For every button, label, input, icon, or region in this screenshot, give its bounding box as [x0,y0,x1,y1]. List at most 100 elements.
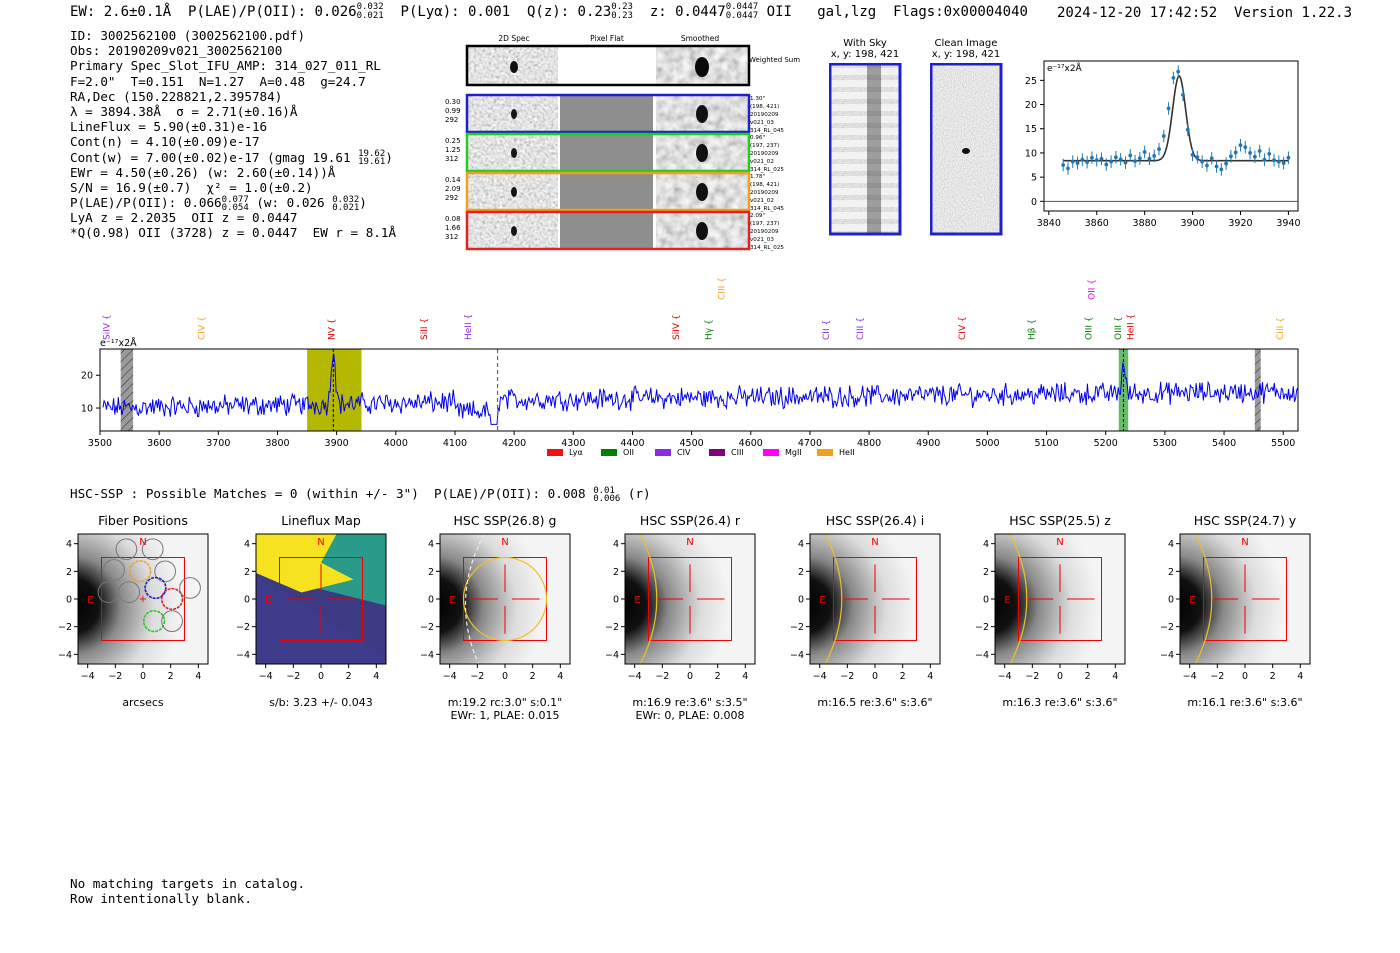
zoom-point [1195,155,1200,160]
emission-line-label: HeII { [1127,314,1137,340]
fiber-circle [144,576,167,600]
qz-upper: 0.23 [611,2,633,12]
panel-xtick-label: −4 [1183,671,1197,682]
cutout-frame [465,171,751,212]
zoom-point [1229,154,1233,159]
source-marker: + [139,594,147,605]
panel-ytick-label: 0 [613,595,619,606]
cutout-left-label: 0.99 [445,107,461,115]
zoom-point [1075,161,1080,165]
spectrum-xtick-label: 5300 [1153,438,1177,449]
cutout-pixelflat [560,174,653,209]
panel-xtick-label: −2 [1210,671,1224,682]
emission-line-name: OIII { [1085,316,1095,340]
panel-ytick-label: 0 [983,595,989,606]
spectrum-xtick-label: 4000 [384,438,408,449]
emission-line-name: NV { [327,319,337,340]
panel-title: Lineflux Map [281,513,361,528]
panel-xtick-label: −4 [998,671,1012,682]
zoom-point [1142,150,1147,154]
cutout-right-label: 1.78" [750,174,765,180]
zoom-point [1185,127,1190,132]
panel-xtick-label: 2 [1085,671,1091,682]
spectrum-xtick-label: 4800 [857,438,881,449]
cutout-left-label: 0.14 [445,176,461,184]
panel-xtick-label: 2 [346,671,352,682]
panel-xtick-label: 4 [1297,671,1303,682]
z-value: z: 0.0447 [649,4,726,20]
panel-xtick-label: −2 [108,671,122,682]
zoom-point [1181,92,1185,97]
panel-xtick-label: −2 [286,671,300,682]
cutout-right-label: 314_RL_025 [750,167,784,173]
zoom-ytick-label: 5 [1031,173,1037,184]
lineflux-high-region [256,534,354,593]
spectrum-ytick-label: 10 [81,404,93,415]
north-label: N [1241,537,1248,548]
cutout-right-label: v021_03 [750,237,774,243]
cutout-smoothed-blob [696,105,708,123]
east-label: E [819,595,825,606]
zoom-point [1128,153,1133,158]
panel-ytick-label: 0 [1168,595,1174,606]
galaxy-ellipse [1009,533,1028,665]
panel-xtick-label: 0 [872,671,878,682]
hsc-matches: HSC-SSP : Possible Matches = 0 (within +… [70,486,651,503]
north-label: N [139,537,146,548]
panel-ytick-label: −4 [975,650,989,661]
panel-title: HSC SSP(25.5) z [1009,513,1111,528]
spectrum-xtick-label: 5000 [975,438,999,449]
spectrum-xtick-label: 5500 [1271,438,1295,449]
emission-line-label: CIV { [958,316,968,340]
plae2-lower: 0.054 [221,202,249,213]
spectrum-xtick-label: 4300 [561,438,585,449]
spectrum-line [102,353,1299,425]
emission-line-label: Hβ { [1028,319,1038,340]
zoom-unit-label: e⁻¹⁷x2Å [1047,62,1083,74]
spectrum-xtick-label: 4500 [680,438,704,449]
emission-line-label: CIII { [718,278,728,300]
zoom-point [1243,145,1248,150]
cutout-smoothed-blob [696,222,708,240]
zoom-point [1281,161,1286,165]
emission-line-label: Hγ { [705,319,715,340]
zoom-xtick-label: 3880 [1133,218,1157,229]
cutout-right-label: (198, 421) [750,182,779,188]
info-params: F=2.0" T=0.151 N=1.27 A=0.48 g=24.7 [70,73,366,89]
panel-caption-line: arcsecs [122,696,164,709]
spectrum-xtick-label: 3900 [325,438,349,449]
panel-ytick-label: 2 [428,567,434,578]
cutout-smoothed-blob [696,183,708,201]
plae2-w-text: (w: 0.026 [256,195,325,211]
panel-ytick-label: 4 [613,539,619,550]
aperture-box [279,557,363,641]
weighted-sum-row: Weighted Sum [465,44,800,87]
cutout-right-label: (198, 421) [750,104,779,110]
panel-caption-line: s/b: 3.23 +/- 0.043 [269,696,373,709]
zoom-xtick-label: 3920 [1228,218,1252,229]
emission-line-label: OIII { [1085,316,1095,340]
legend-label: CIV [677,448,691,457]
panel-caption-line: m:16.1 re:3.6" s:3.6" [1187,696,1303,709]
panel-xtick-label: 0 [318,671,324,682]
contw-text: Cont(w) = 7.00(±0.02)e-17 (gmag 19.61 [70,149,351,165]
emission-line-label: HeII { [464,314,474,340]
image-background [810,534,940,664]
image-background [1180,534,1310,664]
panel-ytick-label: 2 [66,567,72,578]
spectrum-xtick-label: 4200 [502,438,526,449]
zoom-point [1070,159,1075,164]
spectrum-xtick-label: 5200 [1094,438,1118,449]
panel-ytick-label: 4 [983,539,989,550]
gmag-lower: 19.61 [358,157,386,167]
east-label: E [634,595,640,606]
spectrum-xtick-label: 4600 [739,438,763,449]
gmag-upper: 19.62 [358,149,386,159]
panel-caption: m:16.9 re:3.6" s:3.5" EWr: 0, PLAE: 0.008 [595,696,785,722]
zoom-point [1257,149,1262,153]
zoom-point [1109,159,1113,164]
clean-image-title: Clean Image x, y: 198, 421 [921,38,1011,60]
version: Version 1.22.3 [1234,5,1353,21]
fiber-circle [142,609,166,633]
